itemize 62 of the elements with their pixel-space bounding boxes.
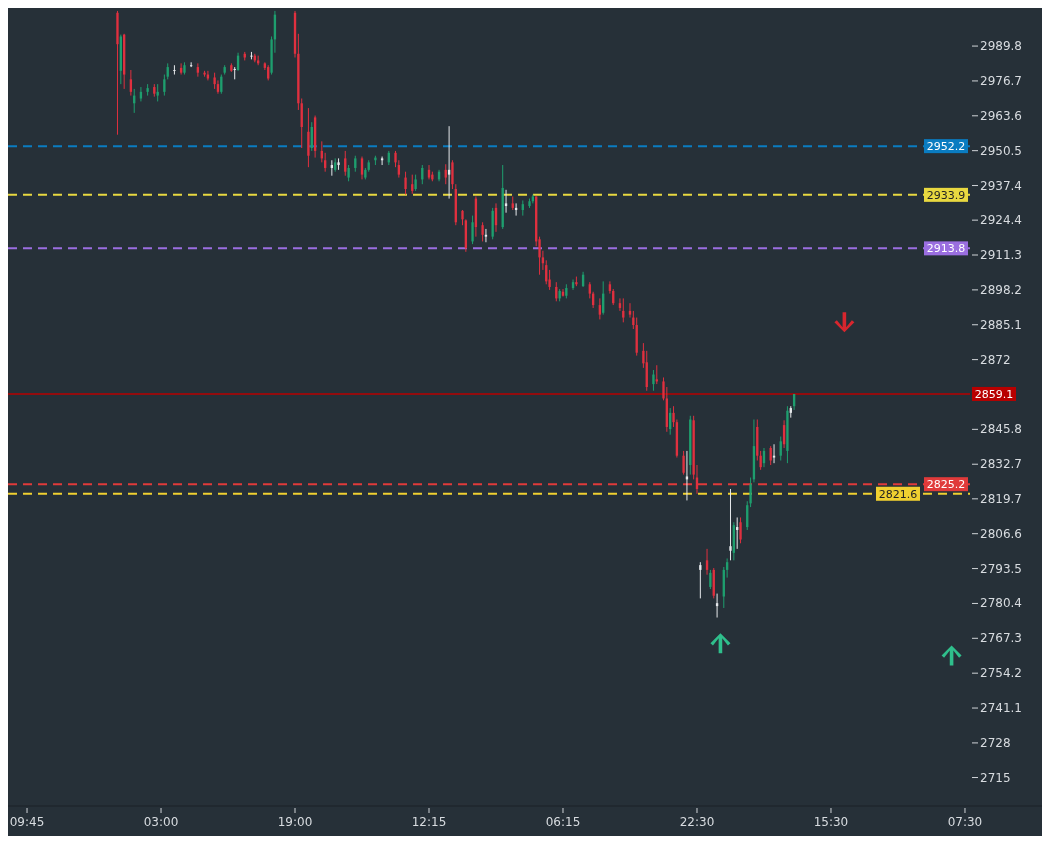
y-tick-label: 2728 (980, 735, 1011, 750)
x-tick-label: 07:30 (947, 815, 983, 829)
candlestick (772, 443, 776, 464)
x-tick-label: 22:30 (679, 815, 715, 829)
candlestick (709, 569, 712, 590)
candlestick (769, 445, 772, 466)
candlestick (504, 189, 508, 214)
candlestick (196, 62, 200, 78)
candlestick (484, 228, 488, 243)
candlestick (163, 74, 166, 97)
y-tick-label: 2741.1 (980, 701, 1022, 716)
y-tick-label: 2845.8 (980, 422, 1022, 437)
y-tick-label: 2819.7 (980, 491, 1022, 506)
point (710, 633, 731, 654)
candlestick (705, 548, 709, 576)
x-tick-label: 12:15 (411, 815, 447, 829)
x-tick-label: 06:15 (545, 815, 581, 829)
ref-line-label: 2933.9 (926, 188, 966, 202)
candlestick (699, 561, 702, 599)
y-tick-label: 2793.5 (980, 561, 1022, 576)
ref-line-label: 2952.2 (926, 140, 966, 154)
y-tick-label: 2898.2 (980, 282, 1022, 297)
candlestick (307, 107, 310, 168)
candlestick (481, 221, 484, 242)
y-tick-label: 2911.3 (980, 248, 1022, 263)
x-tick-label: 09:45 (9, 815, 45, 829)
y-tick-label: 2937.4 (980, 178, 1022, 193)
x-tick-label: 19:00 (277, 815, 313, 829)
candlestick (729, 488, 732, 561)
y-tick-label: 2963.6 (980, 108, 1022, 123)
candlestick (652, 369, 655, 392)
candlestick (129, 69, 133, 97)
candlestick (173, 64, 176, 76)
y-tick-label: 2989.8 (980, 39, 1022, 54)
ref-line-label: 2913.8 (926, 242, 966, 256)
candlestick (739, 516, 742, 544)
ref-line-label: 2821.6 (878, 487, 918, 501)
candlestick (233, 66, 236, 80)
ref-line-label: 2825.2 (926, 478, 966, 492)
candlestick (682, 450, 685, 476)
candlestick (344, 150, 347, 177)
ref-line-label: 2859.1 (974, 387, 1014, 401)
y-tick-label: 2715 (980, 770, 1011, 785)
y-tick-label: 2832.7 (980, 457, 1022, 472)
x-tick-label: 15:30 (813, 815, 849, 829)
candlestick (404, 171, 407, 196)
candlestick (447, 125, 451, 200)
y-tick-label: 2767.3 (980, 631, 1022, 646)
y-tick-label: 2885.1 (980, 317, 1022, 332)
y-tick-label: 2924.4 (980, 213, 1022, 228)
y-tick-label: 2806.6 (980, 526, 1022, 541)
candlestick (618, 297, 622, 312)
y-tick-label: 2950.5 (980, 143, 1022, 158)
y-tick-label: 2780.4 (980, 596, 1022, 611)
y-tick-label: 2754.2 (980, 666, 1022, 681)
candlestick (380, 156, 384, 166)
y-tick-label: 2976.7 (980, 73, 1022, 88)
candlestick (598, 297, 602, 320)
x-tick-label: 03:00 (143, 815, 179, 829)
y-tick-label: 2872 (980, 352, 1011, 367)
candlestick (471, 215, 474, 245)
candlestick (451, 159, 454, 190)
